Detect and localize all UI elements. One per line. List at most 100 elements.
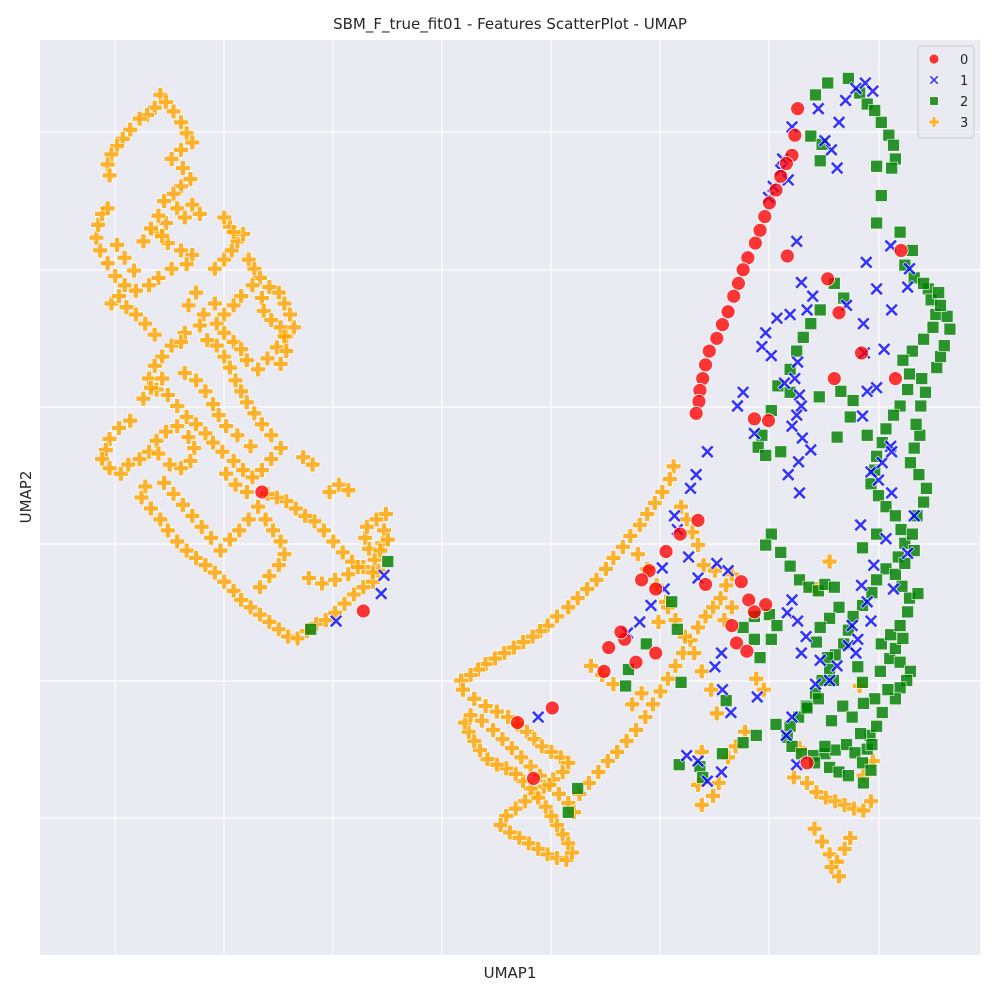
data-point-series-3 — [455, 682, 471, 698]
data-point-series-3 — [173, 178, 189, 195]
data-point-series-3 — [115, 131, 131, 147]
data-point-series-0 — [715, 317, 730, 332]
data-point-series-1 — [799, 302, 815, 317]
data-point-series-1 — [813, 653, 828, 668]
data-point-series-3 — [836, 841, 853, 857]
data-point-series-0 — [888, 371, 903, 386]
data-point-series-3 — [361, 541, 377, 557]
data-point-series-3 — [340, 566, 356, 583]
data-point-series-3 — [633, 685, 650, 701]
data-point-series-3 — [222, 531, 238, 548]
data-point-series-2 — [813, 390, 826, 404]
data-point-series-1 — [329, 613, 344, 629]
data-point-series-0 — [741, 592, 757, 608]
data-point-series-3 — [214, 444, 231, 460]
data-point-series-3 — [517, 793, 533, 809]
data-point-series-1 — [376, 568, 392, 583]
data-point-series-3 — [709, 705, 725, 722]
data-point-series-0 — [735, 262, 751, 278]
data-point-series-3 — [823, 859, 840, 875]
data-point-series-2 — [919, 386, 932, 399]
data-point-series-3 — [156, 193, 172, 209]
data-point-series-3 — [515, 634, 531, 650]
data-point-series-3 — [818, 789, 834, 806]
data-point-series-1 — [723, 705, 738, 720]
data-point-series-2 — [736, 736, 750, 749]
data-point-series-0 — [601, 640, 617, 655]
data-point-series-3 — [192, 206, 208, 222]
data-point-series-2 — [750, 729, 763, 742]
data-point-series-1 — [853, 517, 868, 533]
data-point-series-2 — [940, 310, 954, 323]
data-point-series-3 — [207, 261, 223, 277]
data-point-series-3 — [175, 497, 191, 513]
data-point-series-3 — [276, 295, 293, 312]
data-point-series-3 — [712, 590, 729, 606]
data-point-series-1 — [830, 658, 845, 673]
data-point-series-3 — [216, 306, 232, 323]
data-point-series-3 — [231, 522, 247, 539]
data-point-series-3 — [380, 531, 396, 548]
data-points — [88, 72, 957, 884]
data-point-series-3 — [639, 506, 655, 522]
data-point-series-1 — [758, 325, 773, 340]
data-point-series-1 — [747, 426, 762, 441]
data-point-series-3 — [624, 696, 640, 712]
data-point-series-0 — [658, 544, 674, 559]
data-point-series-3 — [192, 317, 208, 334]
data-point-series-2 — [938, 339, 951, 352]
data-point-series-2 — [903, 367, 916, 381]
data-point-series-3 — [250, 361, 266, 378]
data-point-series-1 — [715, 682, 730, 697]
data-point-series-2 — [868, 692, 881, 706]
data-point-series-2 — [856, 756, 869, 770]
data-point-series-3 — [222, 359, 238, 376]
data-point-series-3 — [147, 100, 163, 116]
data-point-series-2 — [934, 299, 947, 312]
data-point-series-2 — [672, 758, 686, 771]
data-point-series-3 — [350, 559, 366, 575]
data-point-series-3 — [109, 237, 125, 253]
data-point-series-1 — [863, 464, 879, 479]
data-point-series-3 — [133, 489, 150, 506]
data-point-series-2 — [904, 456, 917, 469]
data-point-series-2 — [887, 138, 900, 152]
data-point-series-3 — [216, 209, 232, 226]
data-point-series-3 — [100, 255, 116, 271]
data-point-series-2 — [934, 350, 947, 363]
data-point-series-3 — [711, 775, 727, 791]
data-point-series-3 — [135, 391, 152, 407]
data-point-series-2 — [770, 619, 784, 632]
data-point-series-3 — [378, 506, 394, 522]
data-point-series-3 — [199, 332, 215, 348]
data-point-series-3 — [645, 696, 661, 712]
data-point-series-3 — [622, 528, 638, 544]
data-point-series-3 — [203, 530, 219, 546]
data-point-series-3 — [295, 449, 311, 465]
data-point-series-2 — [562, 806, 575, 819]
data-point-series-2 — [889, 642, 902, 655]
data-point-series-3 — [162, 456, 178, 473]
data-point-series-3 — [101, 167, 118, 184]
data-point-series-3 — [225, 297, 242, 313]
data-point-series-3 — [694, 663, 710, 679]
data-point-series-0 — [688, 405, 704, 421]
data-point-series-3 — [549, 850, 565, 866]
data-point-series-3 — [169, 418, 185, 434]
data-point-series-1 — [838, 93, 853, 108]
data-point-series-2 — [875, 116, 888, 129]
data-point-series-1 — [884, 485, 899, 500]
legend-label-1: 1 — [960, 74, 968, 89]
data-point-series-3 — [169, 398, 185, 414]
data-point-series-0 — [731, 275, 746, 291]
data-point-series-3 — [128, 283, 144, 299]
data-point-series-3 — [637, 709, 654, 725]
data-point-series-1 — [848, 645, 863, 661]
data-point-series-3 — [186, 440, 202, 456]
data-point-series-3 — [460, 724, 477, 740]
data-point-series-3 — [632, 517, 648, 533]
data-point-series-2 — [860, 97, 874, 111]
data-point-series-3 — [261, 568, 278, 584]
data-point-series-3 — [188, 284, 204, 301]
data-point-series-3 — [560, 755, 576, 771]
